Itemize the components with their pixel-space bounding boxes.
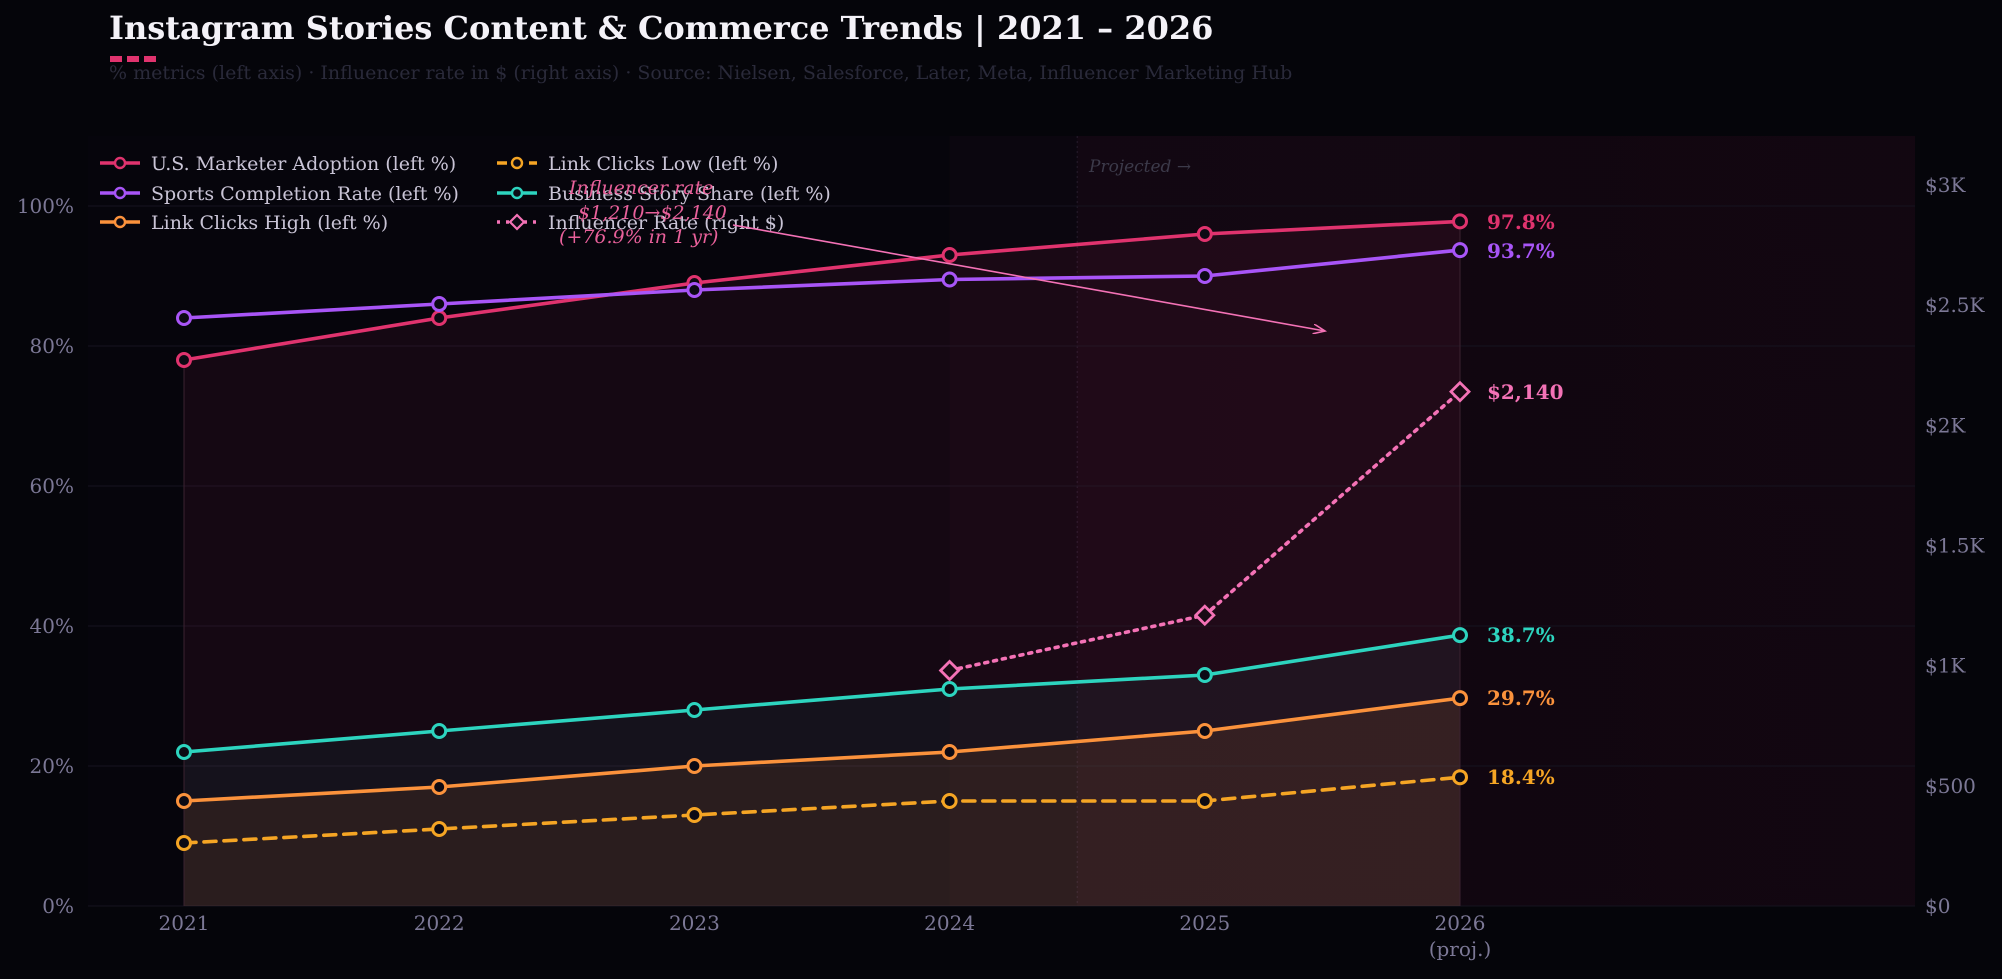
data-point-marker: [176, 310, 192, 326]
data-point-marker: [941, 247, 958, 263]
x-tick-label: 2024: [924, 911, 975, 935]
y-left-tick-label: 40%: [30, 614, 74, 638]
end-value-label: 93.7%: [1487, 239, 1555, 263]
legend-item: Link Clicks Low (left %): [497, 153, 778, 175]
data-point-marker: [176, 744, 192, 760]
annotation-line-1: Influencer rate: [568, 177, 713, 199]
data-point-marker: [686, 807, 703, 823]
x-tick-label: 2023: [669, 911, 720, 935]
projected-region: [1077, 136, 1915, 906]
data-point-marker: [1449, 380, 1471, 403]
legend-label: U.S. Marketer Adoption (left %): [151, 153, 456, 175]
data-point-marker: [1452, 769, 1468, 786]
series-line: [182, 219, 1462, 362]
legend-swatch-marker: [113, 186, 127, 200]
y-right-tick-label: $500: [1925, 774, 1976, 798]
data-point-marker: [431, 779, 448, 795]
legend-label: Link Clicks Low (left %): [548, 153, 778, 175]
legend-item: U.S. Marketer Adoption (left %): [100, 153, 456, 175]
data-point-marker: [1452, 242, 1468, 259]
chart-subtitle: % metrics (left axis) · Influencer rate …: [109, 62, 1292, 84]
legend-label: Link Clicks High (left %): [151, 212, 388, 234]
legend-swatch-marker: [508, 213, 526, 231]
data-point-marker: [1196, 226, 1213, 242]
data-point-marker: [176, 793, 192, 809]
series-line: [182, 775, 1462, 845]
end-value-label: $2,140: [1487, 380, 1564, 404]
data-point-marker: [938, 659, 961, 682]
data-point-marker: [1193, 604, 1216, 627]
data-point-marker: [686, 702, 703, 718]
legend-label: Business Story Share (left %): [548, 183, 831, 205]
data-point-marker: [431, 296, 448, 312]
series-line: [182, 696, 1462, 803]
data-point-marker: [941, 744, 958, 760]
data-point-marker: [1452, 213, 1468, 230]
title-accent-dash-2: [127, 56, 139, 62]
series-line: [182, 633, 1462, 754]
legend-item: Sports Completion Rate (left %): [100, 183, 459, 205]
x-tick-label: 2021: [159, 911, 210, 935]
data-point-marker: [176, 352, 192, 368]
y-right-tick-label: $2K: [1925, 413, 1966, 437]
data-point-marker: [431, 723, 448, 739]
legend-item: Business Story Share (left %): [497, 183, 831, 205]
legend-item: Influencer Rate (right $): [497, 212, 784, 234]
legend-item: Link Clicks High (left %): [100, 212, 388, 234]
end-value-label: 38.7%: [1487, 623, 1555, 647]
x-tick-sublabel: (proj.): [1429, 937, 1492, 961]
data-point-marker: [176, 835, 192, 851]
data-point-marker: [941, 271, 958, 288]
data-point-marker: [431, 821, 448, 837]
title-accent-dash-3: [144, 56, 156, 62]
end-value-label: 29.7%: [1487, 686, 1555, 710]
y-left-tick-label: 60%: [30, 474, 74, 498]
y-right-tick-label: $0: [1925, 894, 1950, 918]
y-right-tick-label: $3K: [1925, 173, 1966, 197]
data-point-marker: [1196, 723, 1213, 739]
chart-title: Instagram Stories Content & Commerce Tre…: [109, 9, 1213, 47]
y-right-tick-label: $1K: [1925, 654, 1966, 678]
data-point-marker: [941, 793, 958, 809]
projected-label: Projected →: [1088, 157, 1191, 177]
data-point-marker: [941, 681, 958, 697]
legend-label: Sports Completion Rate (left %): [151, 183, 459, 205]
annotation: Influencer rate $1,210→$2,140 (+76.9% in…: [559, 177, 1325, 331]
data-point-marker: [1196, 268, 1213, 284]
end-value-label: 97.8%: [1487, 210, 1555, 234]
y-right-tick-label: $1.5K: [1925, 534, 1986, 558]
data-point-marker: [1452, 690, 1468, 707]
legend-swatch-marker: [510, 186, 524, 200]
y-left-tick-label: 0%: [42, 894, 74, 918]
annotation-line-3: (+76.9% in 1 yr): [559, 226, 718, 248]
data-point-marker: [1452, 627, 1468, 644]
legend-swatch-marker: [510, 156, 524, 170]
data-point-marker: [686, 282, 703, 298]
legend-swatch-marker: [113, 156, 127, 170]
legend-label: Influencer Rate (right $): [548, 212, 784, 234]
series-area-fill: [184, 635, 1460, 906]
data-point-marker: [1196, 793, 1213, 809]
x-tick-label: 2025: [1179, 911, 1230, 935]
legend-swatch-marker: [113, 215, 127, 229]
end-value-label: 18.4%: [1487, 765, 1555, 789]
series-area-fill: [184, 698, 1460, 906]
data-point-marker: [431, 310, 448, 326]
y-left-tick-label: 100%: [17, 194, 74, 218]
x-tick-label: 2026: [1435, 911, 1486, 935]
annotation-arrow: [732, 224, 1325, 331]
y-right-tick-label: $2.5K: [1925, 293, 1986, 317]
title-accent-dash-1: [110, 56, 122, 62]
series-line: [182, 248, 1462, 320]
x-tick-label: 2022: [414, 911, 465, 935]
annotation-line-2: $1,210→$2,140: [578, 202, 727, 224]
y-left-tick-label: 20%: [30, 754, 74, 778]
y-left-tick-label: 80%: [30, 334, 74, 358]
data-point-marker: [686, 758, 703, 774]
data-point-marker: [1196, 667, 1213, 683]
highlight-band: [949, 136, 1460, 906]
